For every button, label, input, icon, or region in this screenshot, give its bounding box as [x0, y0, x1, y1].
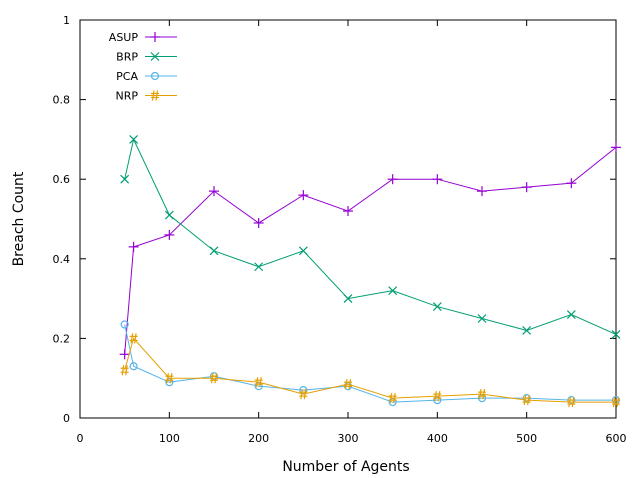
data-point-brp [611, 329, 621, 339]
legend-label-pca: PCA [116, 70, 138, 83]
data-point-asup [253, 217, 264, 228]
data-point-brp [298, 246, 308, 256]
series-nrp [120, 333, 620, 408]
data-point-asup [477, 186, 487, 197]
y-tick-label: 1 [63, 14, 70, 27]
data-point-nrp [388, 393, 397, 404]
data-point-asup [128, 241, 139, 252]
series-line-nrp [124, 337, 616, 403]
data-point-asup [387, 174, 398, 185]
x-axis-title: Number of Agents [282, 459, 409, 475]
data-point-nrp [120, 365, 129, 376]
series-asup [119, 142, 621, 360]
data-point-nrp [254, 377, 263, 388]
x-tick-label: 200 [248, 432, 269, 445]
data-point-nrp [433, 391, 442, 402]
data-point-nrp [478, 389, 486, 400]
series-pca [120, 320, 621, 407]
data-point-brp [209, 246, 219, 256]
x-tick-label: 400 [427, 432, 448, 445]
y-tick-label: 0.6 [53, 173, 71, 186]
data-point-asup [298, 190, 309, 201]
data-point-nrp [299, 389, 308, 400]
series-brp [120, 134, 621, 339]
data-point-nrp [129, 333, 138, 344]
data-point-nrp [344, 379, 352, 390]
x-tick-label: 300 [338, 432, 359, 445]
data-point-brp [120, 174, 130, 184]
data-point-asup [521, 182, 532, 193]
y-tick-label: 0.4 [53, 253, 71, 266]
data-point-nrp [567, 396, 576, 408]
series-line-brp [124, 137, 617, 335]
legend-marker-asup [150, 32, 160, 42]
legend-marker-pca [150, 71, 160, 81]
axis-ticks: 0 100 200 300 400 500 600 0 0.2 0.4 0.6 0.8 1 [53, 14, 627, 445]
legend: ASUP BRP PCA NRP [109, 31, 177, 103]
legend-label-asup: ASUP [109, 31, 139, 44]
data-point-brp [388, 286, 398, 296]
data-point-brp [522, 326, 532, 335]
data-point-nrp [522, 395, 531, 406]
data-point-asup [432, 174, 443, 185]
data-point-asup [611, 142, 621, 153]
data-point-pca [129, 362, 138, 371]
x-tick-label: 0 [77, 432, 84, 445]
legend-label-nrp: NRP [115, 90, 138, 103]
data-point-asup [566, 178, 577, 189]
data-point-asup [343, 206, 353, 217]
y-axis-title: Breach Count [11, 171, 27, 266]
data-point-brp [164, 210, 174, 220]
y-tick-label: 0.8 [53, 94, 71, 107]
series-line-pca [124, 324, 616, 403]
series-layer [119, 134, 621, 408]
legend-marker-nrp [151, 90, 159, 101]
data-point-brp [129, 134, 139, 144]
x-tick-label: 100 [159, 432, 180, 445]
x-tick-label: 600 [606, 432, 627, 445]
legend-marker-brp [150, 52, 160, 61]
data-point-nrp [165, 373, 174, 384]
data-point-asup [164, 229, 175, 240]
data-point-brp [254, 262, 264, 272]
data-point-asup [209, 186, 219, 197]
plot-frame [79, 19, 617, 419]
y-tick-label: 0 [63, 412, 70, 425]
y-tick-label: 0.2 [53, 332, 71, 345]
series-line-asup [124, 146, 617, 355]
data-point-brp [566, 310, 576, 319]
data-point-brp [432, 302, 442, 311]
x-tick-label: 500 [516, 432, 537, 445]
data-point-brp [477, 314, 487, 323]
data-point-nrp [612, 396, 620, 408]
data-point-asup [119, 349, 130, 360]
legend-label-brp: BRP [116, 51, 138, 64]
data-point-brp [343, 294, 353, 304]
data-point-nrp [210, 373, 218, 384]
data-point-pca [120, 320, 129, 329]
